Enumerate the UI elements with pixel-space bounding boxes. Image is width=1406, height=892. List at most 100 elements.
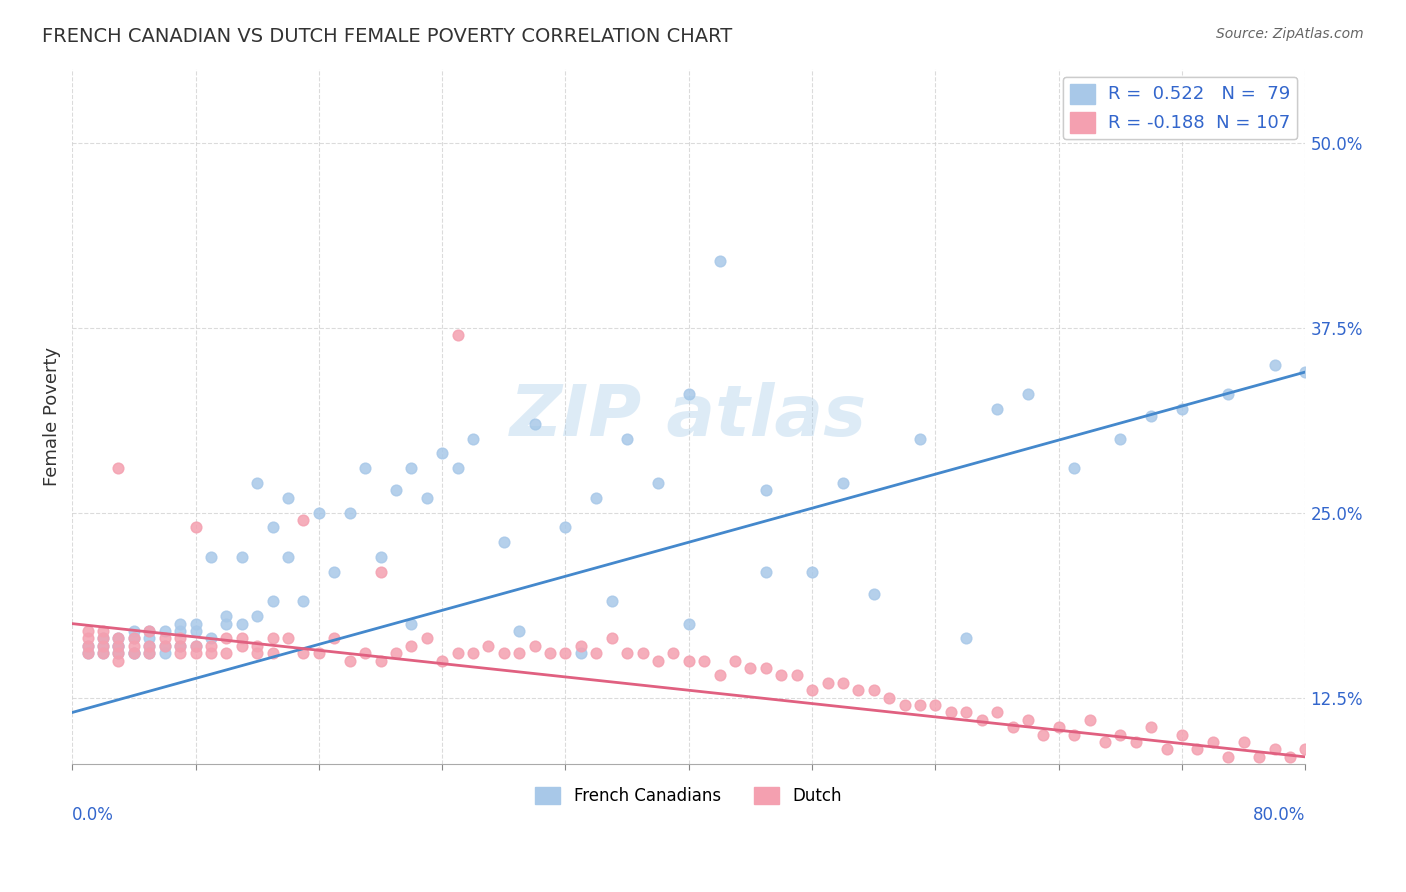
- Point: [107, 646, 129, 660]
- Point: [138, 624, 160, 638]
- Point: [724, 654, 747, 668]
- Legend: R =  0.522   N =  79, R = -0.188  N = 107: R = 0.522 N = 79, R = -0.188 N = 107: [1063, 77, 1298, 139]
- Point: [1047, 720, 1070, 734]
- Point: [76, 646, 98, 660]
- Point: [107, 461, 129, 475]
- Point: [955, 632, 977, 646]
- Point: [153, 639, 176, 653]
- Point: [908, 698, 931, 712]
- Point: [91, 639, 114, 653]
- Point: [339, 654, 361, 668]
- Point: [647, 654, 669, 668]
- Point: [184, 646, 207, 660]
- Point: [1202, 735, 1225, 749]
- Point: [246, 646, 269, 660]
- Point: [1140, 409, 1163, 424]
- Point: [138, 632, 160, 646]
- Point: [200, 549, 222, 564]
- Point: [430, 446, 453, 460]
- Point: [600, 594, 623, 608]
- Point: [184, 616, 207, 631]
- Point: [246, 609, 269, 624]
- Point: [755, 483, 778, 498]
- Text: Source: ZipAtlas.com: Source: ZipAtlas.com: [1216, 27, 1364, 41]
- Point: [385, 483, 408, 498]
- Point: [138, 639, 160, 653]
- Point: [616, 646, 638, 660]
- Point: [939, 706, 962, 720]
- Point: [401, 616, 423, 631]
- Point: [91, 646, 114, 660]
- Point: [401, 639, 423, 653]
- Point: [801, 565, 824, 579]
- Point: [508, 646, 530, 660]
- Point: [1264, 358, 1286, 372]
- Point: [231, 639, 253, 653]
- Point: [107, 639, 129, 653]
- Point: [1249, 750, 1271, 764]
- Point: [122, 646, 145, 660]
- Point: [107, 639, 129, 653]
- Point: [184, 639, 207, 653]
- Point: [339, 506, 361, 520]
- Point: [122, 646, 145, 660]
- Point: [184, 520, 207, 534]
- Point: [122, 624, 145, 638]
- Point: [585, 646, 607, 660]
- Point: [709, 254, 731, 268]
- Point: [370, 549, 392, 564]
- Point: [908, 432, 931, 446]
- Point: [153, 624, 176, 638]
- Point: [693, 654, 716, 668]
- Point: [122, 646, 145, 660]
- Point: [1109, 432, 1132, 446]
- Point: [1187, 742, 1209, 756]
- Point: [508, 624, 530, 638]
- Text: FRENCH CANADIAN VS DUTCH FEMALE POVERTY CORRELATION CHART: FRENCH CANADIAN VS DUTCH FEMALE POVERTY …: [42, 27, 733, 45]
- Point: [492, 535, 515, 549]
- Point: [231, 632, 253, 646]
- Point: [986, 402, 1008, 417]
- Point: [246, 639, 269, 653]
- Point: [740, 661, 762, 675]
- Point: [91, 632, 114, 646]
- Point: [1125, 735, 1147, 749]
- Point: [370, 565, 392, 579]
- Point: [200, 632, 222, 646]
- Point: [877, 690, 900, 705]
- Point: [569, 646, 592, 660]
- Point: [277, 632, 299, 646]
- Point: [323, 632, 346, 646]
- Point: [277, 491, 299, 505]
- Point: [554, 520, 576, 534]
- Point: [262, 632, 284, 646]
- Point: [862, 587, 884, 601]
- Point: [616, 432, 638, 446]
- Point: [76, 624, 98, 638]
- Point: [215, 632, 238, 646]
- Point: [416, 491, 439, 505]
- Point: [970, 713, 993, 727]
- Point: [1094, 735, 1116, 749]
- Point: [122, 639, 145, 653]
- Point: [277, 549, 299, 564]
- Point: [1032, 728, 1054, 742]
- Point: [1063, 728, 1085, 742]
- Point: [1218, 750, 1240, 764]
- Point: [215, 646, 238, 660]
- Point: [678, 387, 700, 401]
- Point: [492, 646, 515, 660]
- Point: [184, 624, 207, 638]
- Point: [678, 654, 700, 668]
- Point: [169, 646, 191, 660]
- Point: [354, 646, 377, 660]
- Point: [1233, 735, 1256, 749]
- Point: [1017, 387, 1039, 401]
- Point: [662, 646, 685, 660]
- Point: [153, 639, 176, 653]
- Point: [76, 639, 98, 653]
- Point: [370, 654, 392, 668]
- Point: [262, 594, 284, 608]
- Point: [107, 639, 129, 653]
- Text: 80.0%: 80.0%: [1253, 806, 1305, 824]
